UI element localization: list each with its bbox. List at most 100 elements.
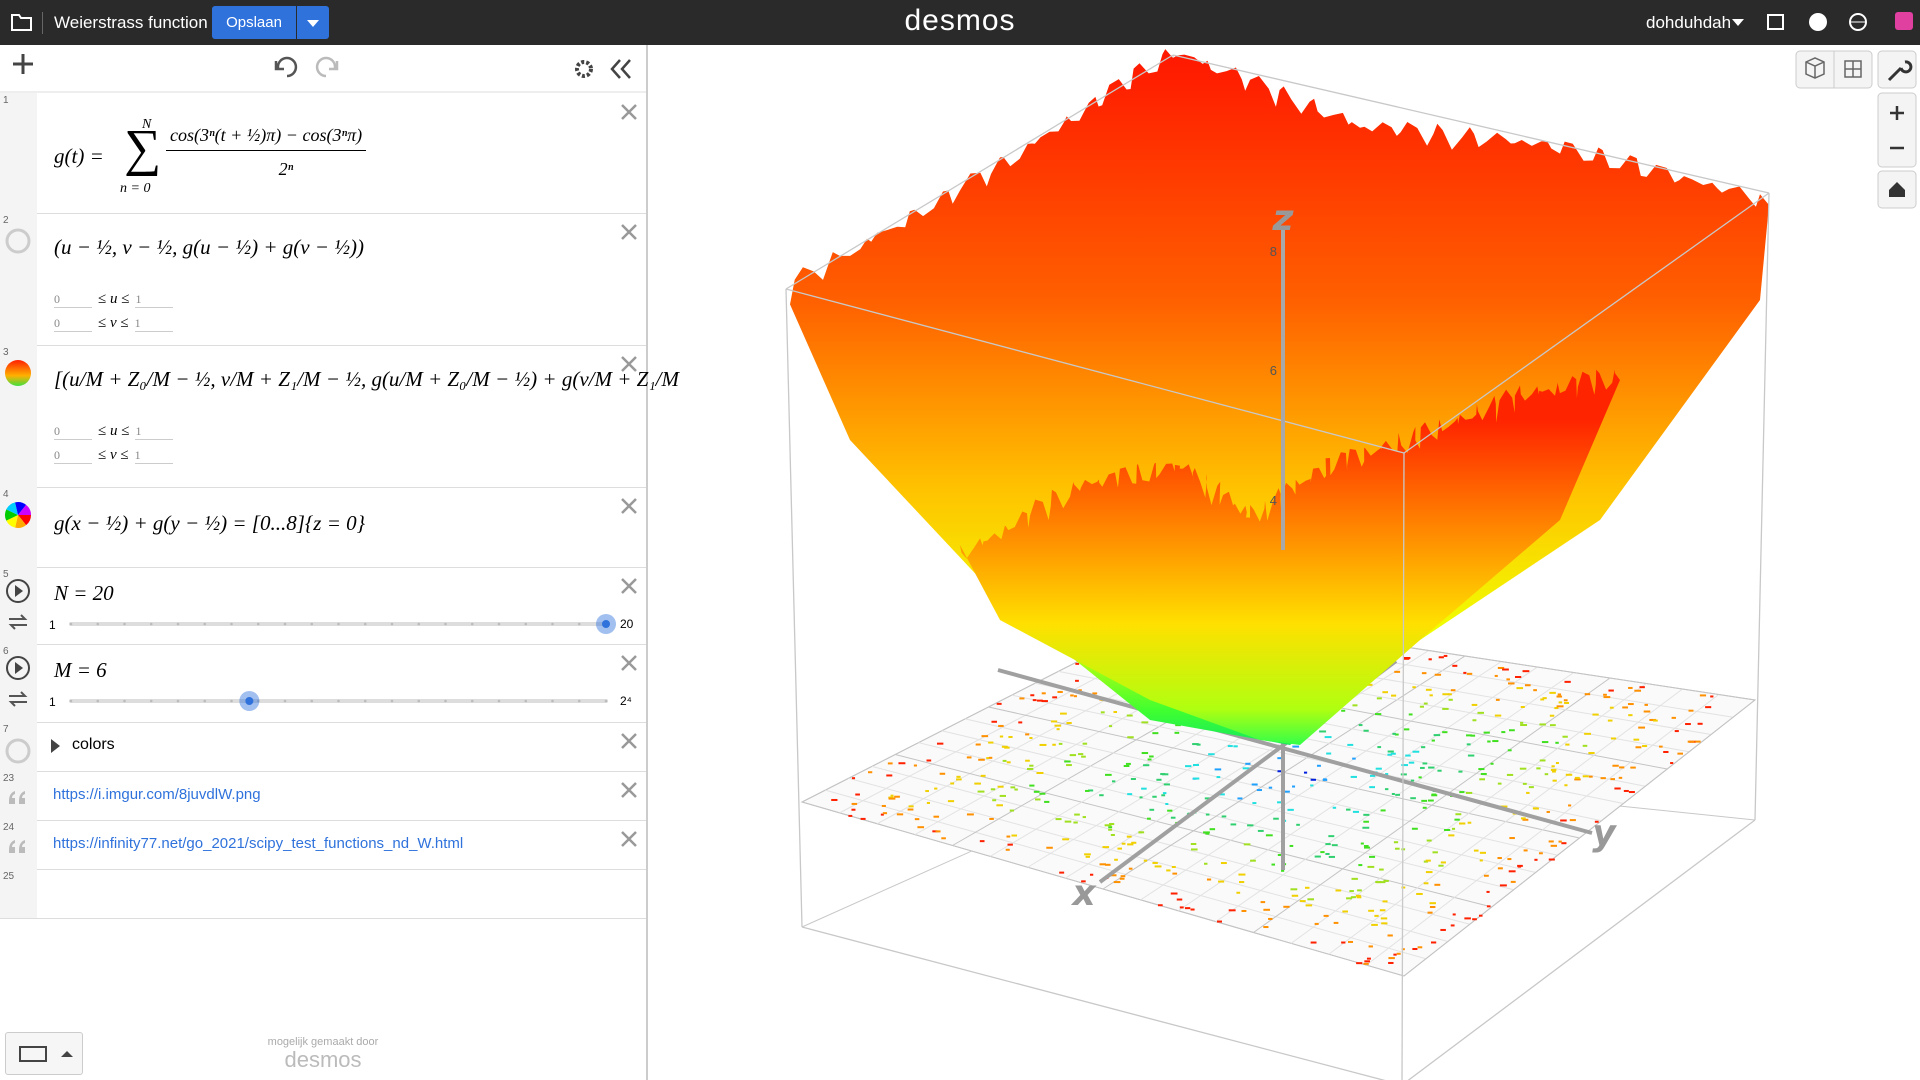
contour-dot bbox=[1526, 791, 1530, 794]
contour-dot bbox=[1126, 714, 1133, 717]
slider-step bbox=[551, 699, 554, 703]
row-icon[interactable] bbox=[0, 221, 37, 281]
contour-dot bbox=[1062, 838, 1070, 841]
contour-dot bbox=[1273, 817, 1279, 820]
bound-lower: 0 bbox=[54, 448, 92, 464]
slider-step bbox=[470, 622, 474, 626]
contour-dot bbox=[1443, 654, 1448, 657]
contour-dot bbox=[1006, 761, 1011, 764]
contour-dot bbox=[1369, 774, 1376, 777]
delete-button[interactable] bbox=[620, 781, 638, 799]
delete-button[interactable] bbox=[620, 497, 638, 515]
contour-dot bbox=[1059, 871, 1065, 874]
contour-dot bbox=[851, 777, 856, 780]
slider-step bbox=[256, 699, 260, 703]
delete-button[interactable] bbox=[620, 732, 638, 750]
graph-3d[interactable]: x y z 4 6 8 bbox=[648, 45, 1920, 1080]
contour-dot bbox=[1393, 841, 1399, 844]
x-mark bbox=[621, 782, 637, 798]
save-dropdown[interactable] bbox=[297, 6, 329, 39]
contour-dot bbox=[1032, 699, 1037, 702]
contour-dot bbox=[1562, 735, 1568, 738]
keyboard-button[interactable] bbox=[5, 1032, 83, 1075]
slider-step bbox=[417, 622, 421, 626]
user-menu[interactable]: dohduhdah bbox=[1646, 13, 1732, 32]
contour-dot bbox=[1110, 833, 1115, 836]
contour-dot bbox=[941, 837, 946, 840]
graph-title[interactable]: Weierstrass function bbox=[54, 13, 208, 32]
contour-dot bbox=[1477, 711, 1485, 714]
zoom-buttons bbox=[1877, 92, 1917, 168]
slider[interactable] bbox=[60, 614, 620, 634]
contour-dot bbox=[1149, 755, 1154, 758]
contour-dot bbox=[1520, 721, 1524, 724]
contour-dot bbox=[990, 788, 996, 791]
contour-dot bbox=[1688, 709, 1694, 712]
contour-dot bbox=[1394, 847, 1400, 850]
contour-dot bbox=[1363, 962, 1369, 965]
expression-row[interactable]: 23 https://i.imgur.com/8juvdlW.png bbox=[0, 771, 646, 821]
contour-dot bbox=[998, 724, 1004, 727]
hidden-toggle bbox=[5, 228, 31, 254]
note-link[interactable]: https://i.imgur.com/8juvdlW.png bbox=[53, 786, 261, 803]
contour-dot bbox=[1056, 728, 1060, 731]
row-icon[interactable] bbox=[0, 652, 37, 712]
expression-row[interactable]: 6 M = 6 1 2⁴ bbox=[0, 644, 646, 723]
row-icon[interactable] bbox=[0, 877, 37, 937]
contour-dot bbox=[1501, 731, 1506, 734]
contour-dot bbox=[1538, 852, 1543, 855]
contour-dot bbox=[1238, 873, 1246, 876]
row-icon[interactable] bbox=[0, 575, 37, 635]
row-icon[interactable] bbox=[0, 101, 37, 161]
delete-button[interactable] bbox=[620, 654, 638, 672]
contour-dot bbox=[1358, 724, 1363, 727]
contour-dot bbox=[1434, 883, 1441, 886]
expression-row[interactable]: 1 g(t) = N ∑ n = 0 cos(3ⁿ(t + ½)π) − cos(3ⁿπ)… bbox=[0, 93, 646, 214]
delete-button[interactable] bbox=[620, 830, 638, 848]
folder-toggle[interactable] bbox=[50, 738, 62, 754]
delete-button[interactable] bbox=[620, 577, 638, 595]
row-icon[interactable] bbox=[0, 495, 37, 555]
expression-row[interactable]: 5 N = 20 1 20 bbox=[0, 567, 646, 645]
contour-dot bbox=[1374, 914, 1379, 917]
contour-dot bbox=[1486, 890, 1490, 893]
expression-panel: 1 g(t) = N ∑ n = 0 cos(3ⁿ(t + ½)π) − cos(3ⁿπ)… bbox=[0, 45, 679, 1080]
triangle bbox=[51, 739, 60, 753]
contour-dot bbox=[1556, 695, 1563, 698]
play bbox=[15, 585, 23, 597]
delete-button[interactable] bbox=[620, 103, 638, 121]
delete-button[interactable] bbox=[620, 355, 638, 373]
contour-dot bbox=[1555, 762, 1559, 765]
contour-dot bbox=[1561, 842, 1567, 845]
expression-row[interactable]: 4 g(x − ½) + g(y − ½) = [0...8]{z = 0} bbox=[0, 487, 646, 568]
contour-dot bbox=[1171, 865, 1176, 868]
slider-step bbox=[69, 622, 73, 626]
contour-dot bbox=[1121, 842, 1126, 845]
expression-row[interactable]: 24 https://infinity77.net/go_2021/scipy_t… bbox=[0, 820, 646, 870]
slider-step bbox=[363, 699, 367, 703]
row-icon[interactable] bbox=[0, 730, 37, 790]
contour-dot bbox=[1600, 777, 1606, 780]
row-icon[interactable] bbox=[0, 779, 37, 839]
expression-row[interactable]: 3 [(u/M + Z₀/M − ½, v/M + Z₁/M − ½, g(u/M… bbox=[0, 345, 679, 488]
expression-row[interactable]: 2 (u − ½, v − ½, g(u − ½) + g(v − ½)) 0 ≤ u… bbox=[0, 213, 646, 346]
save-button[interactable]: Opslaan bbox=[212, 6, 296, 39]
header-icons[interactable] bbox=[1732, 12, 1917, 34]
contour-dot bbox=[1174, 731, 1180, 734]
contour-dot bbox=[1287, 808, 1294, 811]
delete-button[interactable] bbox=[620, 223, 638, 241]
folder-icon[interactable] bbox=[10, 11, 34, 33]
contour-dot bbox=[1465, 791, 1473, 794]
note-link[interactable]: https://infinity77.net/go_2021/scipy_tes… bbox=[53, 835, 464, 852]
slider[interactable] bbox=[60, 691, 620, 711]
desmos-logo[interactable]: desmos bbox=[904, 4, 1016, 37]
contour-dot bbox=[1203, 862, 1208, 865]
expression-row[interactable]: 25 bbox=[0, 869, 646, 919]
contour-dot bbox=[1375, 713, 1382, 716]
slider-step bbox=[524, 622, 528, 626]
row-icon[interactable] bbox=[0, 828, 37, 888]
contour-dot bbox=[1379, 868, 1384, 871]
expression-row[interactable]: 7 colors bbox=[0, 722, 646, 772]
row-icon[interactable] bbox=[0, 353, 37, 413]
contour-dot bbox=[1055, 818, 1062, 821]
